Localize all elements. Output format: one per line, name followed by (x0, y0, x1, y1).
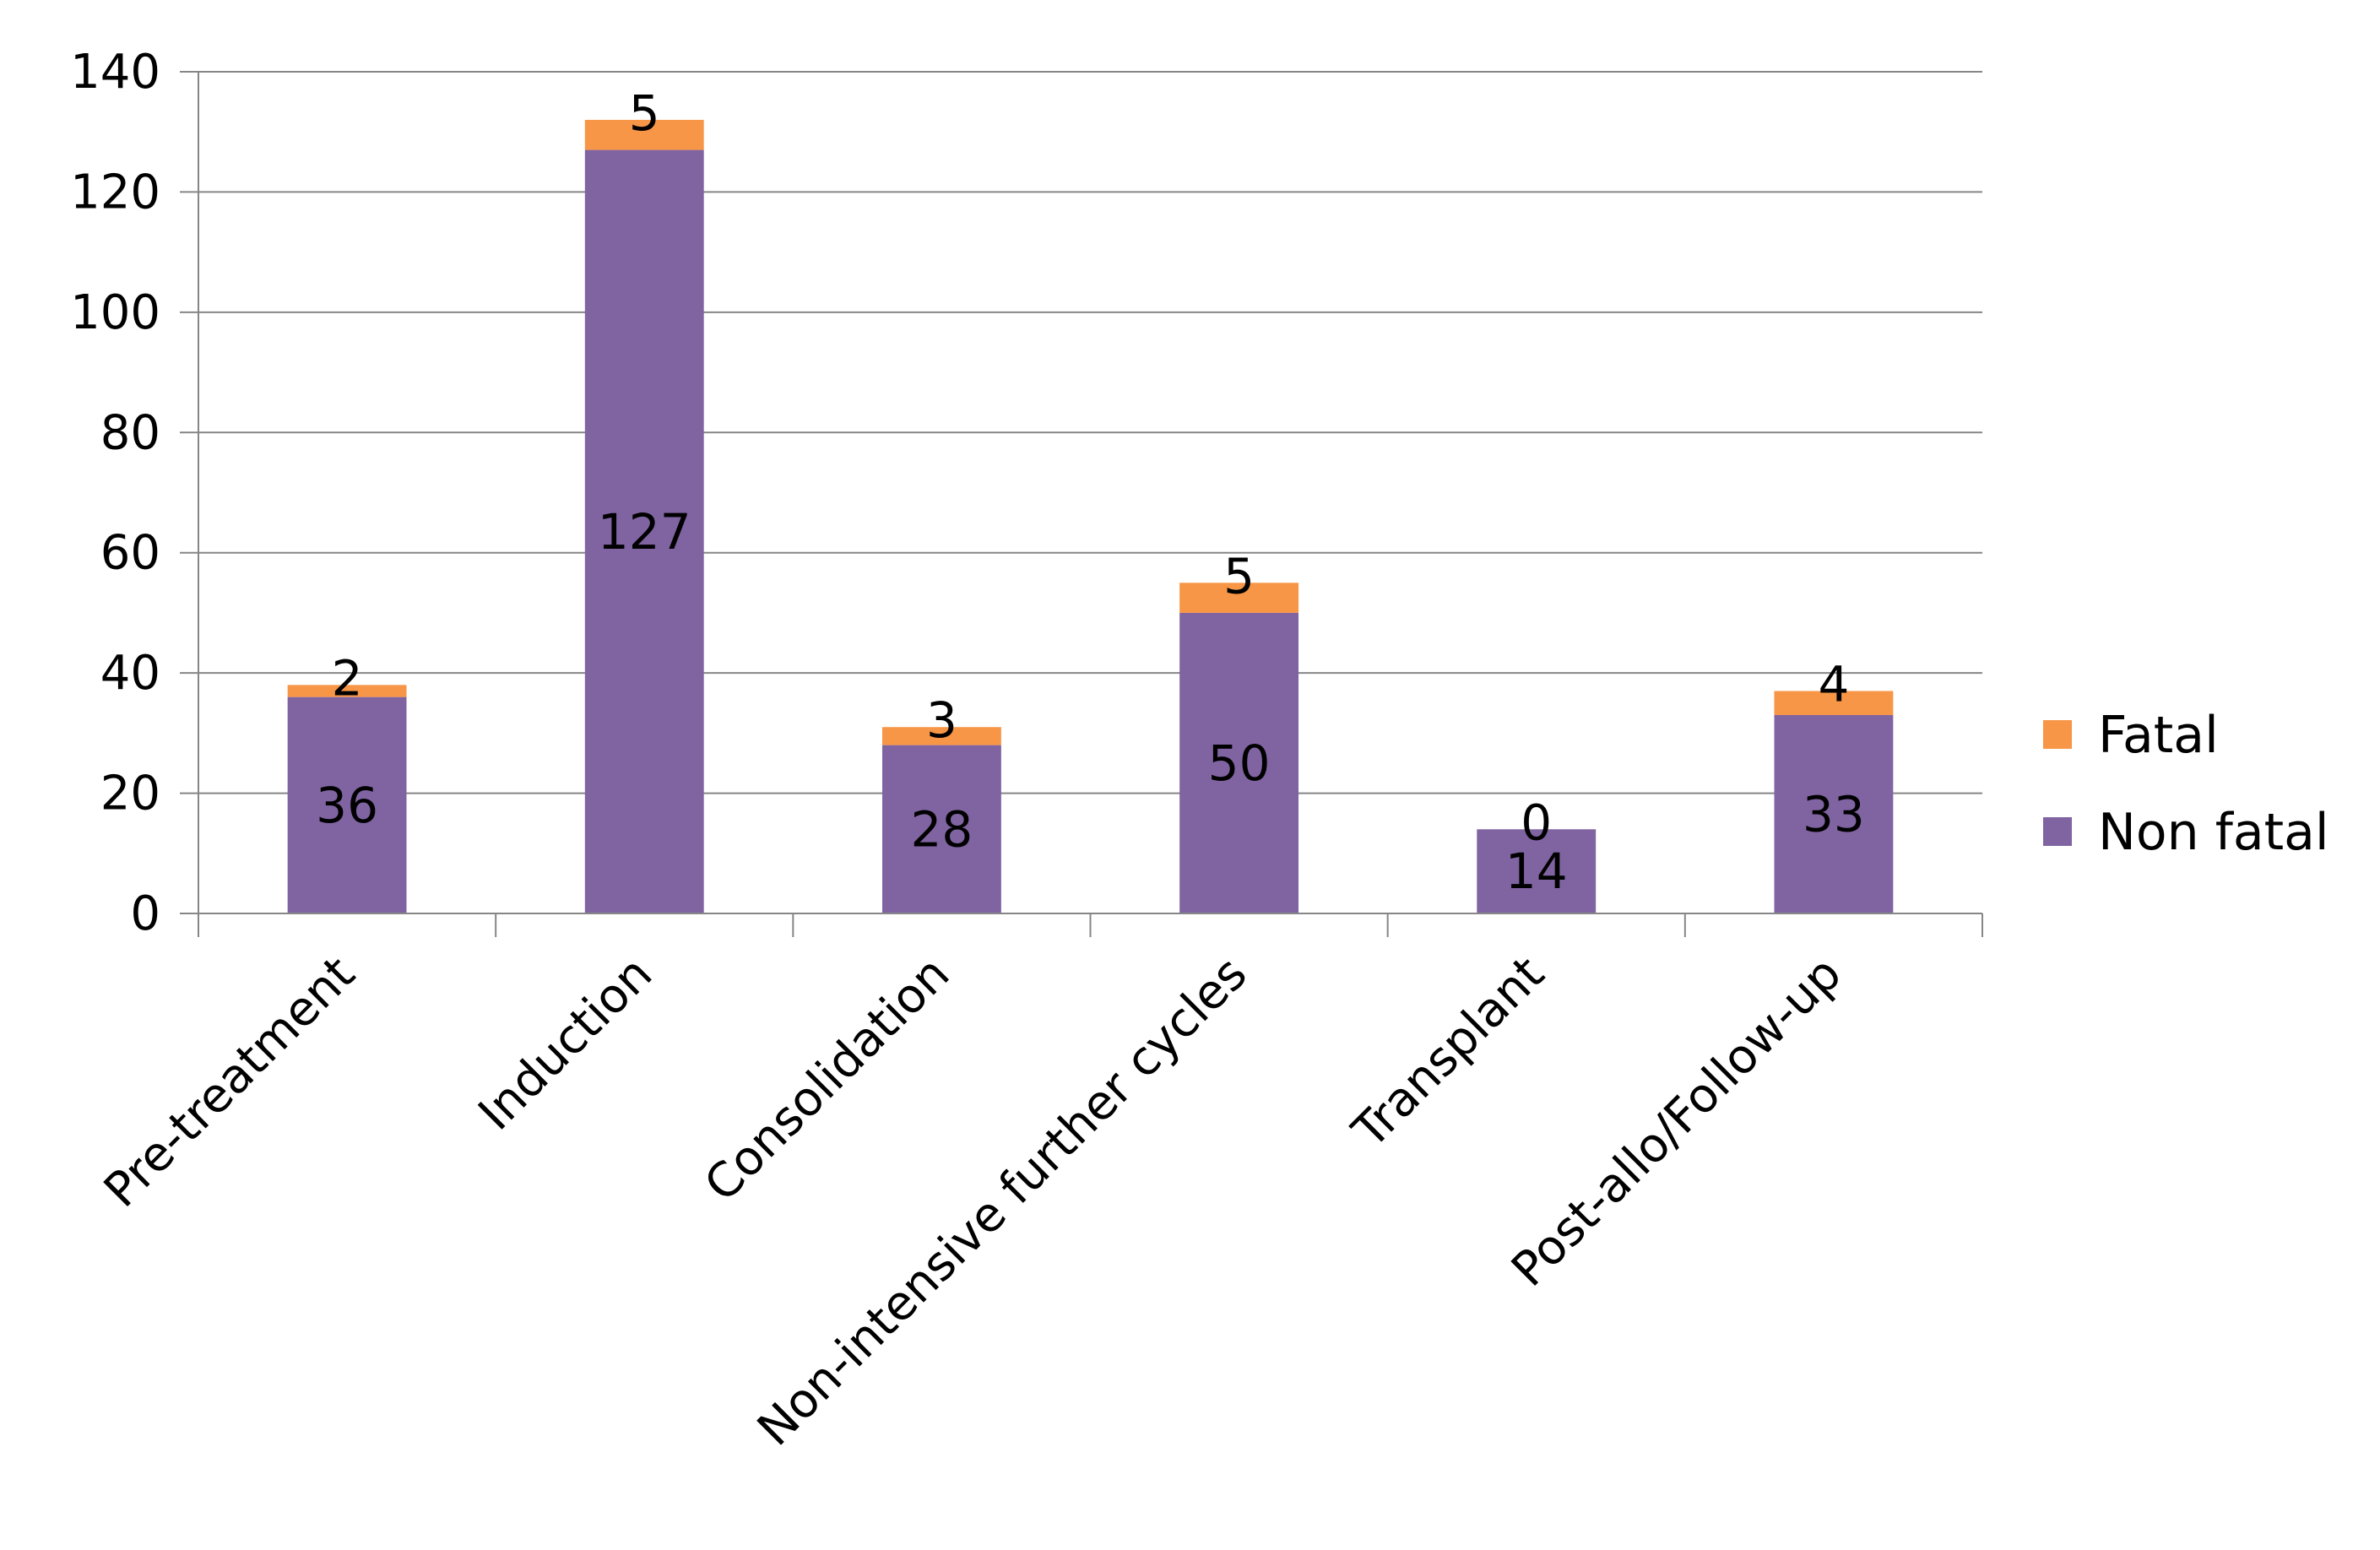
data-label-non-fatal: 50 (1208, 734, 1271, 792)
gridlines (180, 71, 1982, 914)
bar-fatal (1774, 691, 1894, 715)
legend-label: Non fatal (2098, 803, 2329, 862)
bar-non-fatal (1774, 714, 1894, 913)
data-label-non-fatal: 127 (598, 503, 691, 561)
y-tick-label: 20 (100, 767, 160, 821)
category-label: Transplant (1342, 946, 1554, 1159)
category-label: Post-allo/Follow-up (1501, 946, 1852, 1298)
data-label-non-fatal: 14 (1505, 843, 1568, 900)
data-label-fatal: 4 (1818, 656, 1849, 713)
data-label-fatal: 5 (629, 84, 660, 142)
y-tick-label: 100 (70, 285, 160, 340)
legend-label: Fatal (2098, 706, 2219, 765)
y-axis: 0 20 40 60 80 100 120 140 (70, 45, 199, 941)
x-axis: Pre-treatment Induction ConsolidationNon-i… (94, 913, 1983, 1456)
data-label-fatal: 0 (1521, 794, 1552, 851)
bar-non-fatal (1179, 612, 1299, 913)
bar-fatal (881, 727, 1001, 745)
y-tick-label: 40 (100, 646, 160, 701)
bar-fatal (287, 685, 407, 697)
data-label-fatal: 3 (926, 691, 957, 749)
bar-fatal (584, 119, 704, 150)
data-label-non-fatal: 28 (911, 800, 973, 858)
y-tick-label: 140 (70, 45, 160, 100)
data-label-fatal: 5 (1223, 547, 1255, 604)
bar-fatal (1179, 583, 1299, 613)
y-tick-label: 60 (100, 526, 160, 581)
category-label: Consolidation (694, 946, 960, 1212)
y-tick-label: 0 (130, 886, 160, 941)
bars (287, 119, 1894, 914)
bar-non-fatal (881, 745, 1001, 913)
category-label: Non-intensive further cycles (747, 946, 1257, 1456)
legend: Fatal Non fatal (2043, 706, 2329, 862)
legend-swatch (2043, 720, 2072, 749)
bar-non-fatal (1477, 829, 1597, 913)
data-label-fatal: 2 (332, 649, 363, 707)
data-label-non-fatal: 36 (316, 777, 378, 834)
bar-non-fatal (584, 149, 704, 914)
data-label-non-fatal: 33 (1803, 785, 1865, 843)
bar-non-fatal (287, 696, 407, 913)
y-tick-label: 120 (70, 165, 160, 219)
data-labels: 36 2 127 5 28 3 50 5 140 33 4 (316, 84, 1865, 900)
y-tick-label: 80 (100, 405, 160, 460)
category-label: Pre-treatment (94, 946, 366, 1218)
legend-swatch (2043, 817, 2072, 846)
category-label: Induction (469, 946, 664, 1141)
